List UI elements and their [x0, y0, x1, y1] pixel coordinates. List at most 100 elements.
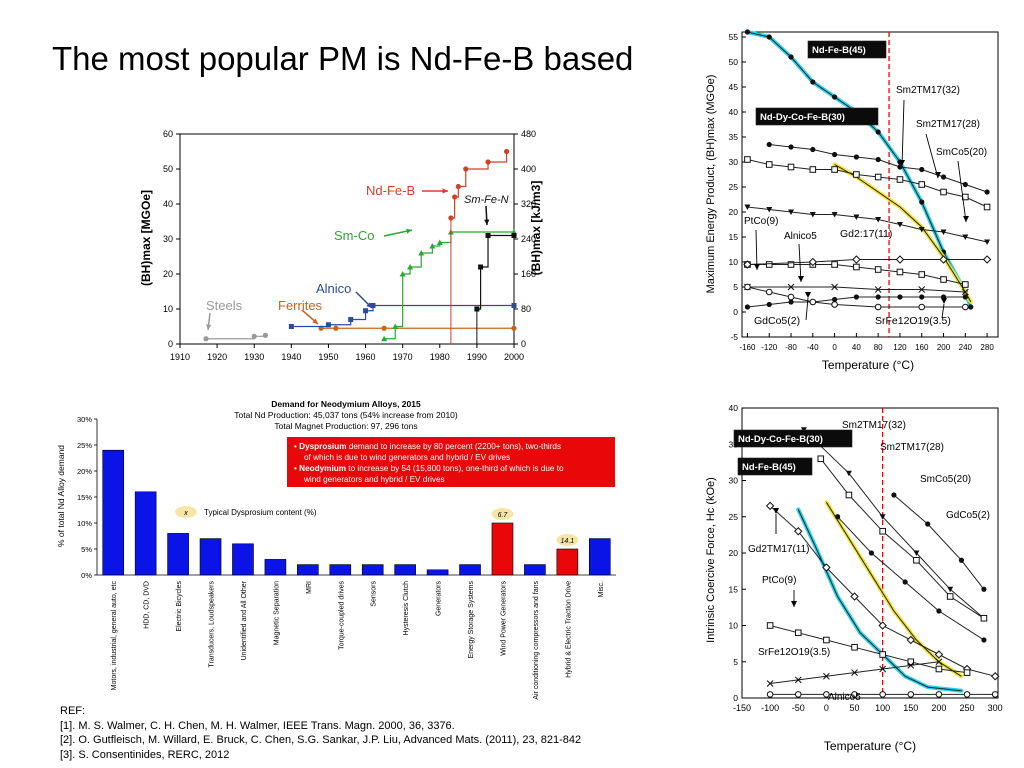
energy-y-tick-label: 20 [729, 207, 739, 217]
nd-demand-chart: Demand for Neodymium Alloys, 2015 Total … [56, 399, 616, 700]
history-x-tick-label: 1960 [356, 352, 376, 362]
coercive-y-tick-label: 25 [729, 512, 739, 522]
demand-category-label: Hybrid & Electric Traction Drive [565, 581, 572, 678]
demand-bar [426, 569, 449, 576]
energy-point [787, 293, 795, 301]
energy-y-tick-label: 5 [733, 282, 738, 292]
coercive-point [936, 608, 942, 614]
coercive-series-label: PtCo(9) [762, 575, 796, 586]
coercive-point [913, 556, 920, 564]
coercive-series-label: Alnico5 [828, 692, 861, 703]
demand-y-axis-label: % of total Nd Alloy demand [56, 445, 66, 547]
demand-bar [491, 522, 514, 576]
energy-point [875, 129, 881, 135]
coercive-y-tick-label: 5 [733, 657, 738, 667]
coercive-point [990, 672, 1000, 681]
energy-point [766, 141, 772, 148]
energy-label-box [755, 107, 879, 126]
label-ndfeb: Nd-Fe-B [366, 183, 415, 198]
coercive-point [879, 514, 886, 520]
energy-point [962, 281, 969, 288]
coercive-y-axis-label: Intrinsic Coercive Force, Hc (kOe) [705, 477, 717, 643]
label-alnico: Alnico [316, 281, 351, 296]
coercive-point [766, 691, 774, 698]
energy-y-tick-label: 30 [729, 157, 739, 167]
energy-x-tick-label: 40 [852, 343, 861, 352]
coercive-point [835, 514, 841, 520]
coercive-series-label: Sm2TM17(28) [880, 442, 944, 453]
dy-content-oval [491, 508, 514, 520]
history-point [511, 303, 517, 308]
energy-point [852, 255, 861, 264]
energy-point [918, 303, 926, 311]
energy-series-1 [834, 164, 972, 303]
energy-point [831, 212, 838, 218]
energy-point [874, 266, 882, 273]
coercive-x-tick-label: 0 [824, 703, 829, 713]
energy-series-7 [747, 286, 966, 293]
energy-label-arrow-head [754, 264, 760, 270]
energy-label-arrow-head [899, 160, 905, 166]
demand-bar [232, 543, 254, 576]
history-y-tick-label: 60 [163, 129, 173, 139]
demand-category-label: Electric Bicycles [176, 581, 183, 632]
energy-series-label: SmCo5(20) [936, 147, 987, 158]
demand-category-label: Magnetic Separation [273, 581, 280, 645]
energy-point [984, 239, 991, 245]
dy-legend-text: Typical Dysprosium content (%) [204, 508, 317, 517]
energy-point [831, 301, 838, 308]
energy-point [744, 29, 751, 35]
history-x-tick-label: 2000 [504, 352, 524, 362]
coercive-y-tick-label: 35 [729, 439, 739, 449]
energy-point [766, 301, 772, 308]
history-point [418, 250, 425, 256]
energy-series-6 [747, 259, 988, 265]
energy-point [787, 261, 795, 268]
history-point [381, 335, 388, 342]
coercive-force-chart: -150 -100 -50 0 50 100 150 200 250 300 0 5 10 15 20 25 3… [705, 403, 1003, 753]
energy-point [983, 203, 991, 211]
energy-point [744, 283, 751, 291]
history-x-tick-label: 1990 [467, 352, 487, 362]
energy-point [874, 286, 882, 293]
demand-bar [394, 564, 416, 576]
dy-content-oval [556, 534, 579, 546]
energy-series-9 [747, 286, 966, 308]
energy-point [875, 294, 881, 300]
coercive-point [794, 629, 802, 637]
demand-category-label: Misc. [598, 581, 605, 597]
history-y-tick-label: 0 [168, 339, 173, 349]
energy-point [744, 304, 751, 310]
history-point [503, 148, 510, 155]
energy-point [853, 171, 860, 178]
history-point [325, 322, 331, 328]
coercive-x-tick-label: -150 [733, 703, 751, 713]
energy-y-axis-label: Maximum Energy Product, (BH)max (MGOe) [705, 75, 717, 294]
energy-label-box [807, 40, 887, 59]
energy-x-tick-label: -120 [761, 343, 778, 352]
energy-y-tick-label: 25 [729, 182, 739, 192]
history-point [452, 194, 458, 200]
history-point [288, 324, 294, 329]
energy-label-arrow-head [805, 292, 811, 298]
energy-point [984, 189, 990, 195]
energy-series-label: GdCo5(2) [754, 315, 800, 327]
energy-point [765, 288, 773, 296]
energy-series-label: Sm2TM17(32) [896, 85, 960, 96]
energy-x-tick-label: 80 [874, 343, 883, 352]
energy-label-arrow [755, 229, 758, 271]
coercive-label-box [737, 457, 813, 476]
history-point [333, 325, 339, 331]
demand-category-label: Unidentified and All Other [241, 580, 248, 660]
history-point [392, 323, 399, 329]
coercive-series-4 [837, 516, 985, 641]
coercive-x-tick-label: 250 [960, 703, 975, 713]
energy-point [744, 204, 751, 210]
coercive-series-label: GdCo5(2) [946, 510, 990, 521]
note-bullet-2-cont: wind generators and hybrid / EV drives [303, 475, 445, 484]
history-point [251, 333, 257, 339]
coercive-point [935, 665, 943, 673]
demand-bar [459, 564, 481, 576]
energy-point [962, 294, 968, 300]
coercive-point [823, 672, 830, 680]
